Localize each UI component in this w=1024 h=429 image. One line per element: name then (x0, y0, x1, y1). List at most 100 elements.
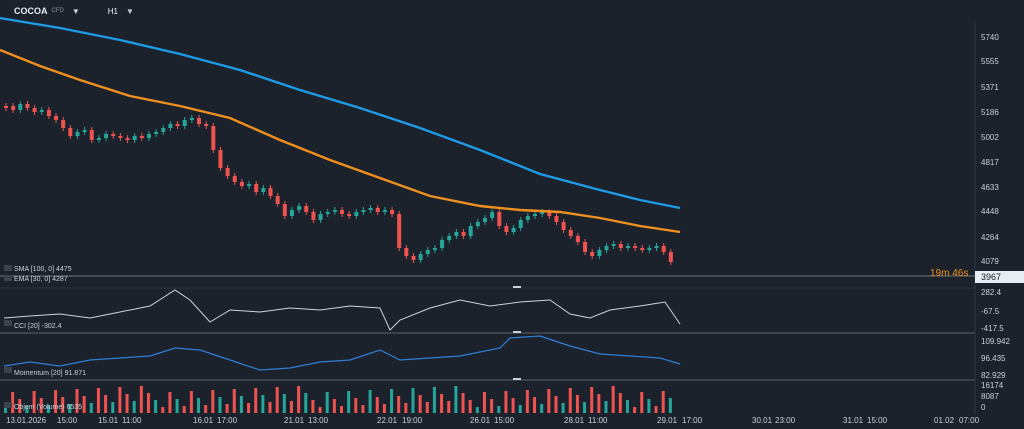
symbol-name[interactable]: COCOA (14, 6, 48, 16)
candle (625, 246, 630, 248)
candle (604, 246, 609, 250)
time-axis-label: 17:00 (682, 416, 703, 425)
candle (547, 212, 552, 216)
candle (282, 204, 287, 216)
volume-axis-top: 16174 (981, 381, 1004, 390)
volume-bar (447, 401, 451, 413)
current-price-tag (975, 271, 1024, 283)
timeframe-selector[interactable]: H1 (107, 6, 118, 16)
volume-bar (161, 407, 165, 413)
volume-bar (175, 399, 179, 413)
volume-bar (268, 402, 272, 413)
volume-bar (575, 395, 579, 413)
candle (668, 252, 673, 262)
volume-bar (96, 388, 100, 413)
time-axis-label: 28.01 (564, 416, 585, 425)
ema-legend[interactable]: EMA [30, 0] 4287 (14, 276, 68, 283)
symbol-dropdown-icon[interactable]: ▼ (71, 6, 80, 16)
candle (390, 210, 395, 214)
volume-bar (182, 406, 186, 413)
volume-bar (418, 395, 422, 413)
candle (618, 244, 623, 248)
ema-settings-icon[interactable] (4, 275, 12, 281)
candle (461, 232, 466, 236)
timeframe-dropdown-icon[interactable]: ▼ (126, 6, 134, 16)
cci-legend[interactable]: CCI [20] -302.4 (14, 323, 62, 330)
candle (254, 184, 259, 192)
volume-bar (547, 389, 551, 413)
cci-settings-icon[interactable] (4, 320, 12, 326)
momentum-axis-bottom: 82.929 (981, 371, 1006, 380)
candle (182, 120, 187, 126)
volume-bar (583, 402, 587, 413)
volume-bar (139, 386, 143, 413)
volume-bar (568, 388, 572, 413)
candle (89, 130, 94, 140)
price-axis-tick: 4633 (981, 183, 999, 192)
volume-bar (282, 394, 286, 413)
candle (525, 216, 530, 220)
candle (261, 188, 266, 192)
volume-legend[interactable]: Objem (Volume) 6535 (14, 404, 82, 411)
volume-bar (247, 403, 251, 413)
volume-series (4, 386, 672, 413)
volume-bar (633, 407, 637, 413)
volume-bar (390, 389, 394, 413)
candle (239, 182, 244, 186)
momentum-axis-mid: 96.435 (981, 354, 1006, 363)
price-axis-tick: 4448 (981, 207, 999, 216)
volume-bar (468, 400, 472, 413)
pane-resize-handle[interactable] (513, 378, 521, 380)
volume-bar (225, 404, 229, 413)
candle (590, 252, 595, 256)
pane-resize-handle[interactable] (513, 331, 521, 333)
candle (204, 124, 209, 126)
candle (61, 120, 66, 128)
volume-bar (461, 393, 465, 413)
candle (247, 184, 252, 186)
volume-bar (239, 396, 243, 413)
volume-bar (475, 407, 479, 413)
candle (125, 138, 130, 140)
candle (332, 210, 337, 212)
candle (340, 210, 344, 214)
volume-bar (668, 398, 672, 413)
volume-bar (311, 400, 315, 413)
candle (118, 136, 123, 138)
momentum-settings-icon[interactable] (4, 367, 12, 373)
momentum-legend[interactable]: Momentum [20] 91.871 (14, 370, 86, 377)
cci-axis-mid: -67.5 (981, 307, 1000, 316)
candle (397, 214, 402, 248)
volume-bar (432, 387, 436, 413)
candle (82, 130, 87, 132)
volume-bar (197, 398, 201, 413)
candle (504, 226, 509, 232)
candle (425, 250, 430, 254)
cci-axis-top: 282.4 (981, 288, 1002, 297)
candle (411, 256, 416, 260)
candle (325, 212, 330, 214)
volume-bar (540, 404, 544, 413)
momentum-axis-top: 109.942 (981, 337, 1010, 346)
sma-settings-icon[interactable] (4, 265, 12, 271)
volume-bar (118, 387, 122, 413)
sma-legend[interactable]: SMA [100, 0] 4475 (14, 266, 72, 273)
volume-bar (132, 401, 136, 413)
time-axis-label: 17:00 (217, 416, 238, 425)
pane-resize-handle[interactable] (513, 286, 521, 288)
volume-bar (640, 392, 644, 413)
volume-settings-icon[interactable] (4, 402, 12, 408)
candle (4, 106, 8, 108)
candle (633, 246, 638, 248)
volume-bar (604, 401, 608, 413)
volume-bar (611, 386, 615, 413)
volume-bar (4, 407, 7, 413)
candle (154, 132, 159, 134)
price-axis-tick: 5740 (981, 33, 999, 42)
candle (68, 128, 73, 136)
candle (554, 216, 559, 222)
volume-bar (61, 397, 65, 413)
candle (375, 208, 380, 212)
volume-bar (297, 386, 301, 413)
